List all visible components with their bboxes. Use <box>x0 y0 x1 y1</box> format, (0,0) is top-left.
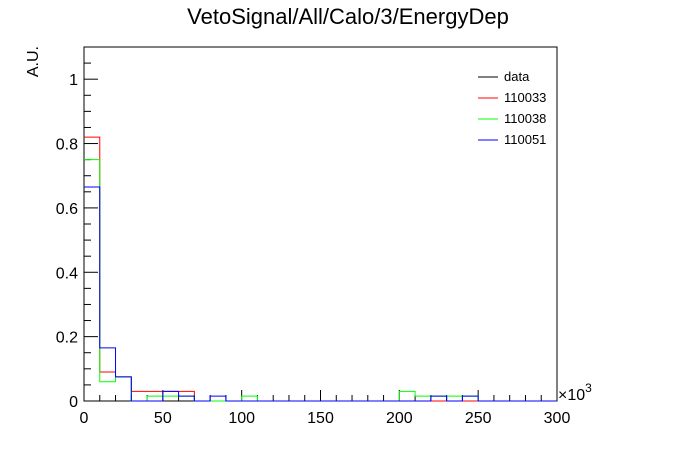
x-multiplier-base: ×10 <box>558 387 585 404</box>
x-multiplier-exponent: 3 <box>585 381 592 395</box>
series-line-110051 <box>84 186 557 402</box>
x-tick-label: 200 <box>386 410 413 427</box>
y-axis: 0 0.2 0.4 0.6 0.8 1 <box>56 46 98 411</box>
histogram-series <box>84 136 557 402</box>
x-tick-label: 300 <box>544 410 571 427</box>
y-axis-label: A.U. <box>25 46 42 77</box>
legend-label-110038: 110038 <box>504 111 546 126</box>
legend-label-data: data <box>504 69 530 84</box>
x-tick-label: 250 <box>465 410 492 427</box>
series-line-110038 <box>84 159 557 402</box>
x-tick-label: 100 <box>228 410 255 427</box>
x-axis: 0 50 100 150 200 250 300 <box>80 390 571 427</box>
plot-frame <box>83 46 558 402</box>
legend-label-110051: 110051 <box>504 132 546 147</box>
y-tick-label: 1 <box>69 72 78 89</box>
chart-title: VetoSignal/All/Calo/3/EnergyDep <box>187 4 509 29</box>
legend-label-110033: 110033 <box>504 90 546 105</box>
y-tick-label: 0 <box>69 394 78 411</box>
y-tick-label: 0.8 <box>56 137 78 154</box>
series-line-110033 <box>84 136 557 402</box>
x-tick-label: 150 <box>307 410 334 427</box>
x-tick-label: 50 <box>154 410 172 427</box>
y-tick-label: 0.6 <box>56 201 78 218</box>
x-axis-multiplier: ×103 <box>558 381 592 404</box>
legend: data 110033 110038 110051 <box>478 69 546 147</box>
x-tick-label: 0 <box>80 410 89 427</box>
y-tick-label: 0.2 <box>56 330 78 347</box>
y-tick-label: 0.4 <box>56 265 78 282</box>
